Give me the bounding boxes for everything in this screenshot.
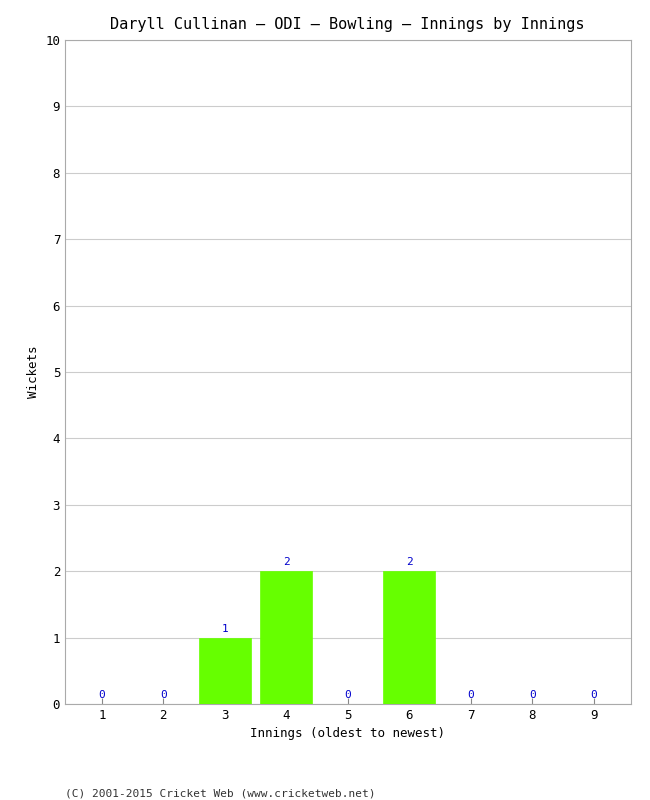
Bar xyxy=(383,571,436,704)
Text: 0: 0 xyxy=(344,690,351,700)
Text: 2: 2 xyxy=(283,558,290,567)
Title: Daryll Cullinan – ODI – Bowling – Innings by Innings: Daryll Cullinan – ODI – Bowling – Inning… xyxy=(111,17,585,32)
Text: 1: 1 xyxy=(222,624,228,634)
Bar xyxy=(199,638,251,704)
Text: (C) 2001-2015 Cricket Web (www.cricketweb.net): (C) 2001-2015 Cricket Web (www.cricketwe… xyxy=(65,788,376,798)
Text: 0: 0 xyxy=(160,690,166,700)
Text: 0: 0 xyxy=(99,690,105,700)
Text: 0: 0 xyxy=(590,690,597,700)
X-axis label: Innings (oldest to newest): Innings (oldest to newest) xyxy=(250,727,445,741)
Text: 2: 2 xyxy=(406,558,413,567)
Text: 0: 0 xyxy=(529,690,536,700)
Y-axis label: Wickets: Wickets xyxy=(27,346,40,398)
Text: 0: 0 xyxy=(467,690,474,700)
Bar xyxy=(260,571,313,704)
